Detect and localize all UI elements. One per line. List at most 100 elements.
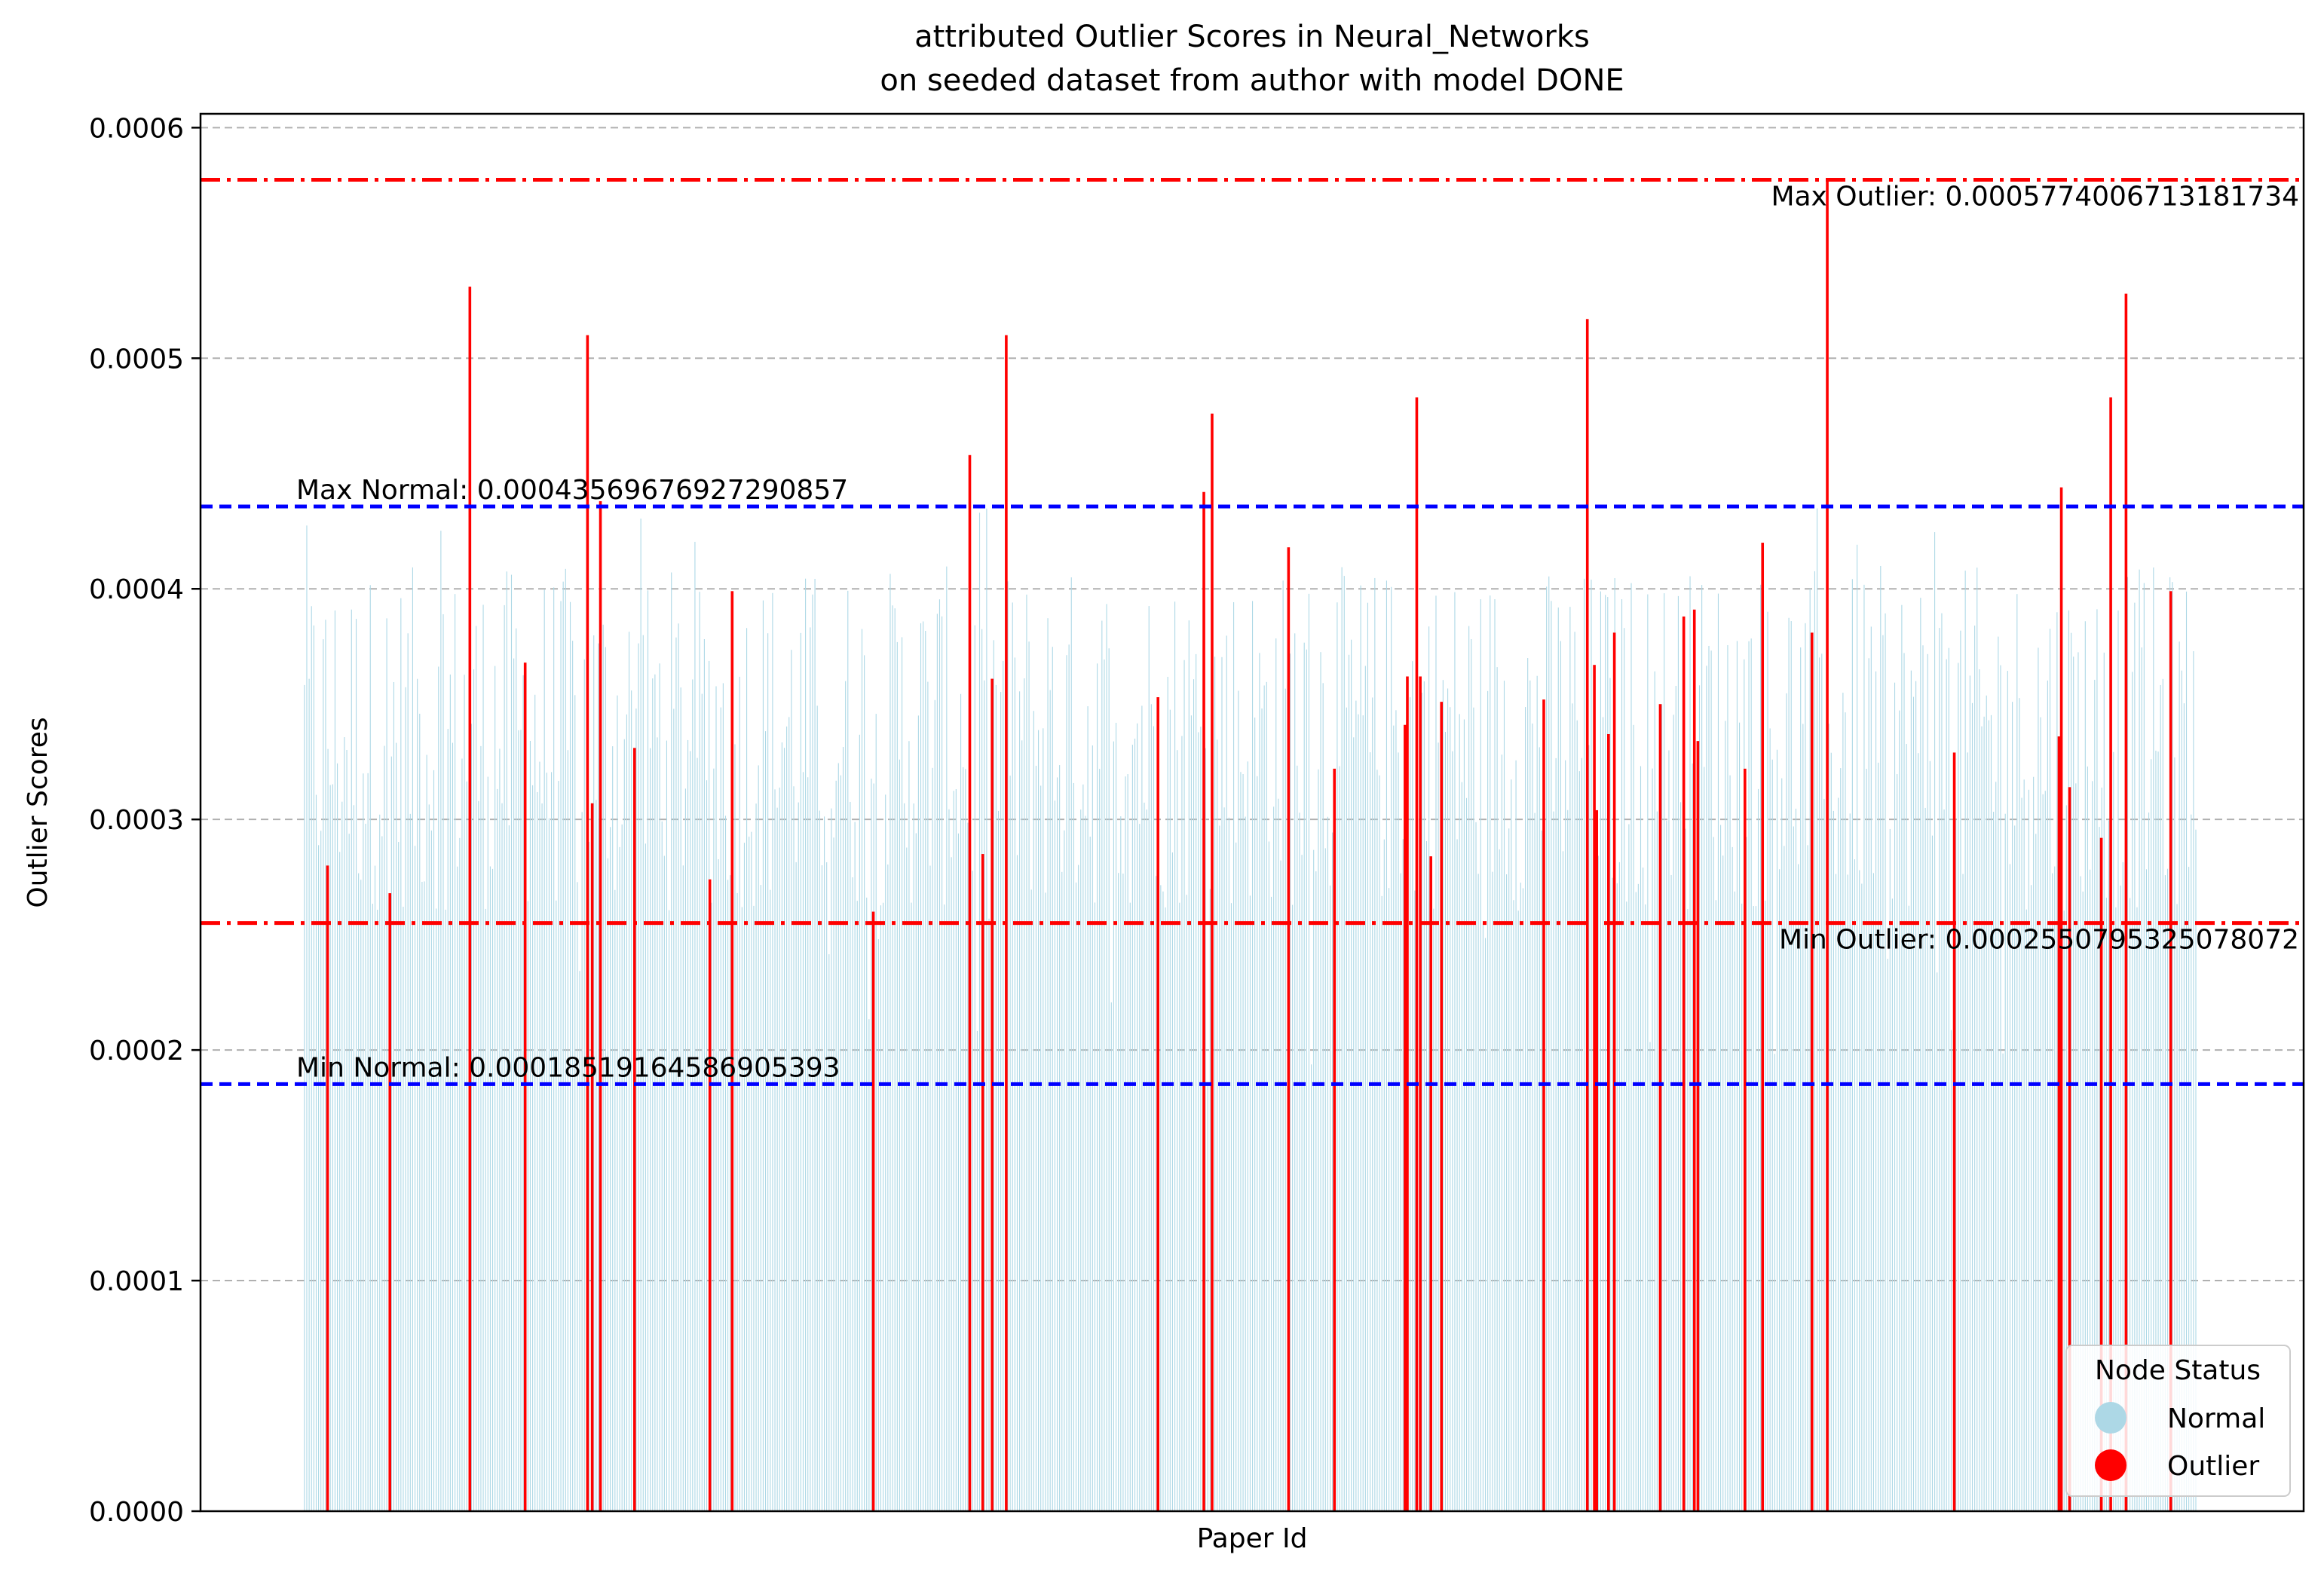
normal-bar (367, 773, 369, 1511)
legend-marker-normal (2095, 1402, 2127, 1434)
normal-bar (1376, 770, 1378, 1511)
normal-bar (1732, 846, 1733, 1511)
normal-bar (826, 862, 828, 1511)
normal-bar (407, 633, 409, 1511)
outlier-bar-21 (1406, 676, 1409, 1511)
normal-bar (906, 847, 908, 1511)
normal-bar (786, 726, 788, 1511)
normal-bar (701, 693, 703, 1511)
normal-bar (1640, 766, 1642, 1511)
normal-bar (2105, 898, 2107, 1511)
normal-bar (951, 857, 952, 1511)
normal-bar (1616, 883, 1618, 1511)
normal-bar (593, 635, 595, 1511)
outlier-bar-35 (1696, 741, 1700, 1511)
normal-bar (724, 816, 727, 1511)
normal-bar (2103, 652, 2105, 1511)
normal-bar (1141, 705, 1143, 1511)
normal-bar (997, 810, 1000, 1511)
normal-bar (1645, 904, 1646, 1511)
normal-bar (925, 630, 926, 1511)
normal-bar (960, 693, 962, 1511)
normal-bar (337, 763, 338, 1511)
normal-bar (1379, 775, 1380, 1511)
normal-bar (2188, 867, 2190, 1511)
normal-bar (1120, 816, 1122, 1511)
normal-bar (1513, 900, 1514, 1511)
x-axis-label: Paper Id (1197, 1523, 1308, 1554)
normal-bar (1108, 648, 1110, 1511)
normal-bar (320, 831, 322, 1511)
normal-bar (529, 740, 531, 1511)
normal-bar (1941, 613, 1943, 1511)
normal-bar (1374, 577, 1376, 1511)
normal-bar (1028, 641, 1030, 1512)
normal-bar (807, 777, 809, 1511)
normal-bar (419, 713, 421, 1511)
normal-bar (1647, 594, 1649, 1511)
normal-bar (880, 905, 882, 1511)
normal-bar (442, 614, 444, 1511)
normal-bar (1249, 895, 1251, 1511)
normal-bar (711, 902, 712, 1511)
outlier-bar-10 (871, 911, 875, 1511)
normal-bar (1920, 598, 1921, 1511)
normal-bar (1270, 896, 1272, 1511)
normal-bar (351, 609, 352, 1511)
normal-bar (381, 836, 383, 1511)
normal-bar (727, 880, 729, 1511)
normal-bar (875, 714, 877, 1511)
normal-bar (1275, 638, 1277, 1511)
normal-bar (663, 855, 665, 1511)
normal-bar (438, 666, 439, 1511)
normal-bar (1906, 744, 1907, 1511)
normal-bar (944, 904, 945, 1511)
normal-bar (877, 939, 879, 1511)
normal-bar (1362, 715, 1364, 1511)
normal-bar (920, 623, 922, 1511)
normal-bar (1781, 778, 1783, 1511)
normal-bar (1200, 727, 1202, 1511)
normal-bar (1459, 714, 1460, 1511)
outlier-bar-24 (1429, 856, 1432, 1511)
normal-bar (1367, 602, 1369, 1511)
normal-bar (1080, 809, 1082, 1511)
outlier-bar-13 (991, 678, 994, 1511)
normal-bar (2117, 610, 2119, 1511)
legend-title: Node Status (2095, 1355, 2261, 1386)
plot-frame (199, 112, 2305, 1513)
normal-bar (553, 587, 555, 1512)
normal-bar (802, 772, 804, 1511)
normal-bar (491, 868, 494, 1511)
normal-bar (1605, 595, 1606, 1512)
normal-bar (449, 674, 451, 1511)
normal-bar (1301, 855, 1303, 1511)
normal-bar (430, 830, 432, 1511)
normal-bar (1245, 816, 1246, 1511)
normal-bar (856, 901, 858, 1511)
normal-bar (1078, 865, 1079, 1511)
normal-bar (1477, 874, 1479, 1511)
normal-bar (534, 694, 536, 1511)
normal-bar (694, 541, 696, 1512)
normal-bar (1993, 812, 1995, 1511)
normal-bar (1924, 807, 1926, 1511)
normal-bar (772, 592, 773, 1511)
normal-bar (332, 784, 333, 1511)
normal-bar (972, 871, 973, 1511)
normal-bar (1383, 839, 1385, 1511)
normal-bar (1922, 645, 1924, 1511)
normal-bar (946, 566, 948, 1511)
normal-bar (433, 770, 435, 1511)
normal-bar (306, 525, 308, 1511)
y-tick-label-1: 0.0001 (89, 1266, 184, 1297)
normal-bar (1423, 681, 1425, 1511)
outlier-bar-41 (2057, 736, 2061, 1512)
normal-bar (1311, 1064, 1312, 1511)
normal-bar (377, 910, 378, 1511)
normal-bar (1372, 697, 1373, 1511)
outlier-bar-26 (1542, 699, 1545, 1511)
normal-bar (1339, 766, 1340, 1511)
normal-bar (1494, 598, 1496, 1511)
normal-bar (1487, 690, 1489, 1511)
